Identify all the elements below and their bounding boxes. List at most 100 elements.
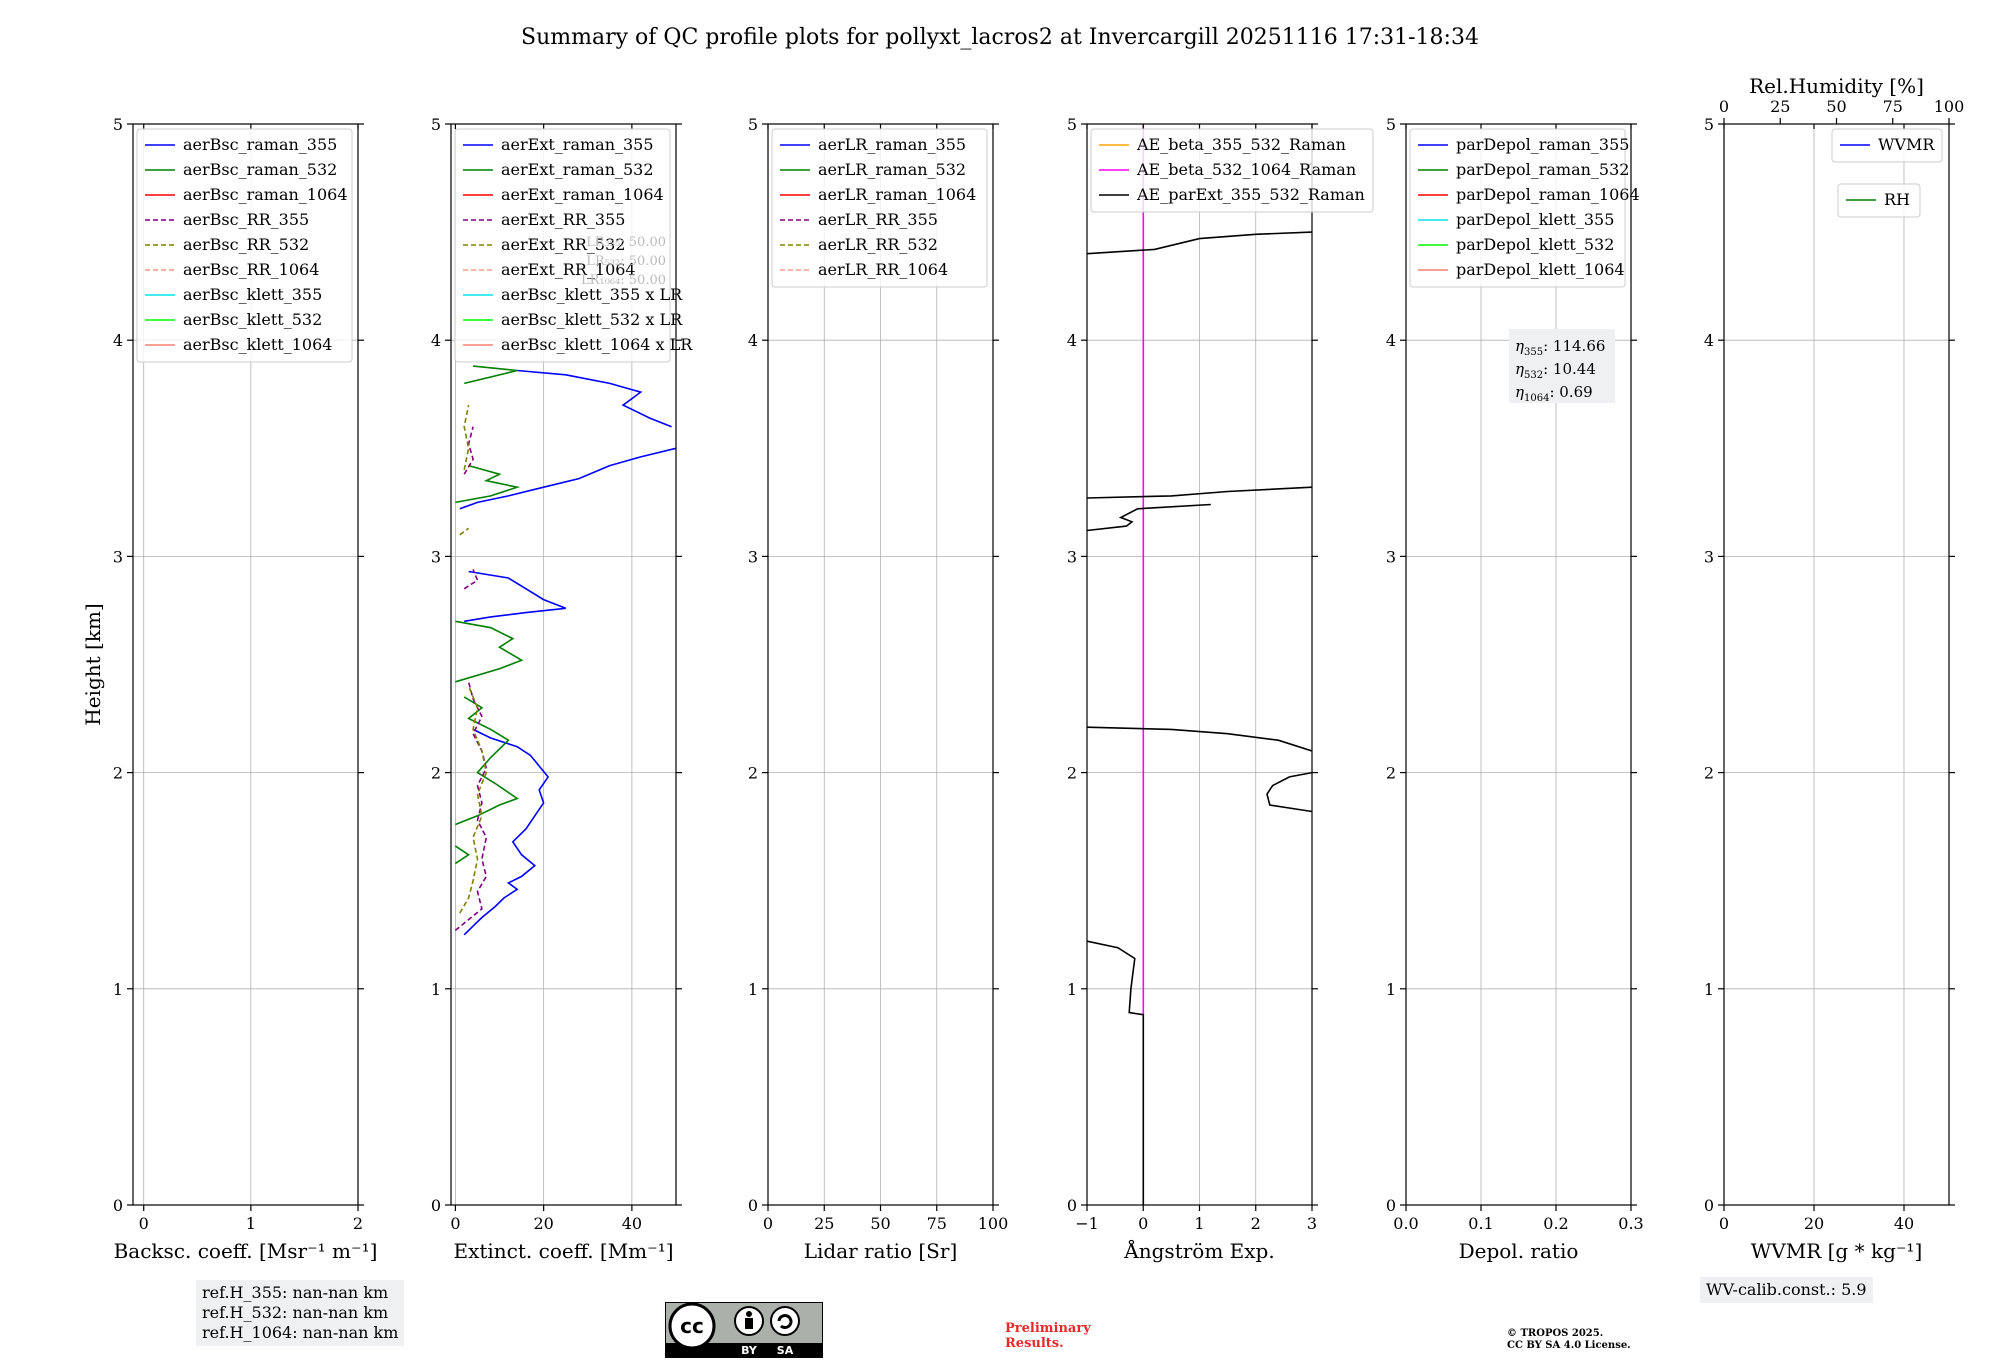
legend-depol: parDepol_raman_355 parDepol_raman_532 parD… (1409, 128, 1640, 288)
top-tick-label: 50 (1826, 97, 1846, 116)
y-tick-label: 4 (431, 331, 441, 350)
x-tick-label: 25 (814, 1214, 834, 1233)
top-tick-label: 75 (1883, 97, 1903, 116)
x-axis-label: WVMR [g * kg⁻¹] (1751, 1239, 1923, 1263)
eta-background (1509, 329, 1615, 403)
series-line-aerExt_RR_355 (454, 426, 488, 932)
legend-label: parDepol_klett_532 (1456, 235, 1614, 254)
legend-label: parDepol_klett_355 (1456, 210, 1614, 229)
legend-label: aerBsc_klett_355 (183, 285, 322, 304)
legend-background (1090, 128, 1374, 213)
x-tick-label: 0.2 (1543, 1214, 1568, 1233)
y-tick-label: 1 (113, 980, 123, 999)
legend-label: aerExt_raman_532 (501, 160, 654, 179)
x-tick-label: 40 (1894, 1214, 1914, 1233)
y-tick-label: 5 (1067, 115, 1077, 134)
legend-label: aerExt_raman_355 (501, 135, 654, 154)
panel-bsc: 0 1 2 0 1 2 3 4 5 Backsc. coeff. [Msr⁻¹ m⁻¹] Heigh… (81, 115, 377, 1263)
axes-frame (1405, 123, 1632, 1206)
panels: 0 1 2 0 1 2 3 4 5 Backsc. coeff. [Msr⁻¹ m⁻¹] Heigh… (81, 74, 1964, 1263)
legend-background (771, 128, 988, 288)
legend-background (1837, 183, 1921, 218)
y-tick-label: 2 (1067, 764, 1077, 783)
x-tick-label: 0 (1719, 1214, 1729, 1233)
x-axis-label: Backsc. coeff. [Msr⁻¹ m⁻¹] (114, 1239, 378, 1263)
y-tick-label: 2 (1386, 764, 1396, 783)
eta-symbol: η (1515, 360, 1524, 378)
y-tick-label: 5 (1704, 115, 1714, 134)
eta-value: η355: 114.66 (1515, 337, 1605, 358)
x-tick-label: 3 (1307, 1214, 1317, 1233)
y-tick-label: 2 (113, 764, 123, 783)
y-tick-label: 5 (431, 115, 441, 134)
y-tick-label: 0 (431, 1196, 441, 1215)
y-axis-label: Height [km] (81, 603, 105, 725)
y-tick-label: 5 (748, 115, 758, 134)
y-tick-label: 5 (113, 115, 123, 134)
x-tick-label: −1 (1075, 1214, 1099, 1233)
legend-label: aerExt_RR_355 (501, 210, 625, 229)
legend-background (136, 128, 353, 363)
legend-label: aerBsc_klett_1064 (183, 335, 332, 354)
y-tick-label: 0 (113, 1196, 123, 1215)
figure-title: Summary of QC profile plots for pollyxt_… (521, 25, 1479, 50)
x-tick-label: 1 (1194, 1214, 1204, 1233)
x-axis-label: Ångström Exp. (1123, 1238, 1274, 1263)
legend-label: aerLR_raman_532 (818, 160, 966, 179)
legend-label: aerLR_RR_1064 (818, 260, 948, 279)
x-tick-label: 40 (622, 1214, 642, 1233)
lidar-ratio-label: LR₁₀₆₄: 50.00 (581, 273, 666, 288)
wv-calib-box: WV-calib.const.: 5.9 (1700, 1277, 1873, 1303)
x-axis-label: Extinct. coeff. [Mm⁻¹] (453, 1239, 673, 1263)
y-tick-label: 1 (748, 980, 758, 999)
ref-height-532: ref.H_532: nan-nan km (202, 1303, 389, 1322)
cc-text: cc (680, 1314, 704, 1338)
tropos-line-2: CC BY SA 4.0 License. (1507, 1340, 1631, 1351)
preliminary-line-2: Results. (1005, 1336, 1064, 1351)
legend-label: aerBsc_raman_1064 (183, 185, 348, 204)
wv-calib-constant: WV-calib.const.: 5.9 (1706, 1280, 1867, 1299)
legend-label: aerLR_RR_355 (818, 210, 938, 229)
series-line-aerExt_RR_532 (459, 404, 488, 914)
x-tick-label: 2 (353, 1214, 363, 1233)
eta-number: : 114.66 (1543, 337, 1605, 355)
legend-background (1831, 128, 1943, 163)
top-tick-label: 25 (1770, 97, 1790, 116)
legend-label: aerLR_raman_1064 (818, 185, 976, 204)
y-tick-label: 1 (1704, 980, 1714, 999)
x-tick-label: 0.0 (1393, 1214, 1418, 1233)
y-tick-label: 3 (113, 547, 123, 566)
legend-label: aerExt_RR_532 (501, 235, 625, 254)
x-tick-label: 0 (763, 1214, 773, 1233)
eta-subscript: 1064 (1524, 393, 1549, 404)
series-line-AE_parExt_355_532_Raman (1087, 162, 1312, 1205)
reference-heights-box: ref.H_355: nan-nan km ref.H_532: nan-nan… (196, 1280, 405, 1346)
eta-symbol: η (1515, 337, 1524, 355)
panel-lr: 0 25 50 75 100 0 1 2 3 4 5 Lidar ratio [Sr] aerLR_ra… (748, 115, 1008, 1263)
eta-value: η532: 10.44 (1515, 360, 1596, 381)
legend-label: aerBsc_klett_532 x LR (501, 310, 683, 329)
legend-label: aerExt_RR_1064 (501, 260, 636, 279)
y-tick-label: 4 (748, 331, 758, 350)
legend-label: aerLR_raman_355 (818, 135, 966, 154)
x-tick-label: 0 (1138, 1214, 1148, 1233)
x-axis-label: Depol. ratio (1459, 1239, 1579, 1263)
y-tick-label: 2 (1704, 764, 1714, 783)
y-tick-label: 1 (431, 980, 441, 999)
y-tick-label: 0 (1067, 1196, 1077, 1215)
y-tick-label: 2 (431, 764, 441, 783)
legend-label: aerBsc_raman_532 (183, 160, 337, 179)
top-tick-label: 0 (1719, 97, 1729, 116)
ref-height-1064: ref.H_1064: nan-nan km (202, 1323, 399, 1342)
x-tick-label: 100 (978, 1214, 1009, 1233)
series-line-aerExt_raman_355 (459, 369, 676, 936)
lidar-ratio-label: LR₅₃₂: 50.00 (586, 254, 666, 269)
eta-subscript: 355 (1524, 347, 1543, 358)
preliminary-notice: Preliminary Results. (1005, 1321, 1091, 1351)
panel-depol: 0.0 0.1 0.2 0.3 0 1 2 3 4 5 Depol. ratio parDepol_r… (1386, 115, 1644, 1263)
legend-wv: WVMR (1831, 128, 1943, 163)
y-tick-label: 0 (748, 1196, 758, 1215)
legend-label: aerBsc_RR_355 (183, 210, 309, 229)
cc-sa-text: SA (777, 1344, 794, 1357)
